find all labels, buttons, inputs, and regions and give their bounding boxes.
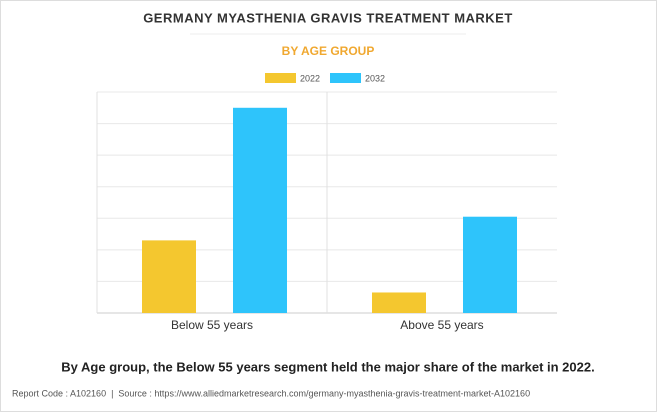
- chart-subtitle: BY AGE GROUP: [282, 44, 375, 58]
- caption: By Age group, the Below 55 years segment…: [61, 359, 594, 374]
- footer: Report Code : A102160 | Source : https:/…: [12, 388, 530, 398]
- chart-title: GERMANY MYASTHENIA GRAVIS TREATMENT MARK…: [143, 10, 513, 25]
- legend-swatch: [330, 73, 361, 83]
- x-tick-label: Above 55 years: [400, 318, 483, 332]
- bar: [372, 292, 426, 313]
- x-tick-label: Below 55 years: [171, 318, 253, 332]
- legend-label: 2022: [300, 73, 320, 83]
- bar: [233, 107, 287, 314]
- bar: [463, 216, 517, 313]
- legend-label: 2032: [365, 73, 385, 83]
- legend-swatch: [265, 73, 296, 83]
- bar: [142, 240, 196, 313]
